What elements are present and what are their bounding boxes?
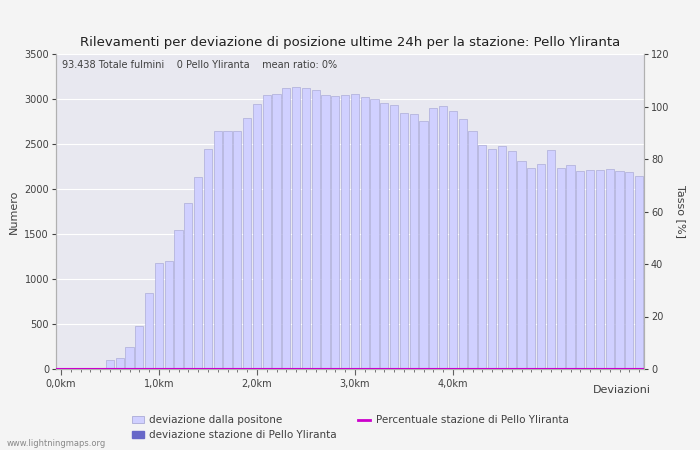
- Bar: [556, 168, 565, 369]
- Bar: [125, 347, 134, 369]
- Bar: [292, 87, 300, 369]
- Y-axis label: Numero: Numero: [8, 189, 19, 234]
- Bar: [253, 104, 261, 369]
- Bar: [262, 95, 271, 369]
- Bar: [410, 114, 418, 369]
- Bar: [194, 177, 202, 369]
- Bar: [135, 326, 143, 369]
- Bar: [488, 149, 496, 369]
- Bar: [312, 90, 320, 369]
- Bar: [145, 292, 153, 369]
- Bar: [468, 130, 477, 369]
- Bar: [576, 171, 584, 369]
- Y-axis label: Tasso [%]: Tasso [%]: [676, 185, 686, 238]
- Bar: [429, 108, 438, 369]
- Bar: [547, 150, 555, 369]
- Bar: [478, 145, 486, 369]
- Bar: [419, 121, 428, 369]
- Bar: [116, 358, 124, 369]
- Text: 93.438 Totale fulmini    0 Pello Yliranta    mean ratio: 0%: 93.438 Totale fulmini 0 Pello Yliranta m…: [62, 60, 337, 70]
- Bar: [360, 97, 369, 369]
- Bar: [321, 94, 330, 369]
- Bar: [214, 131, 222, 369]
- Bar: [449, 111, 457, 369]
- Bar: [106, 360, 114, 369]
- Text: Deviazioni: Deviazioni: [593, 385, 651, 395]
- Bar: [331, 96, 340, 369]
- Bar: [517, 161, 526, 369]
- Bar: [351, 94, 359, 369]
- Bar: [243, 118, 251, 369]
- Bar: [586, 170, 594, 369]
- Bar: [625, 172, 634, 369]
- Bar: [439, 106, 447, 369]
- Bar: [498, 146, 506, 369]
- Text: www.lightningmaps.org: www.lightningmaps.org: [7, 439, 106, 448]
- Bar: [635, 176, 643, 369]
- Bar: [223, 131, 232, 369]
- Bar: [508, 151, 516, 369]
- Bar: [204, 148, 212, 369]
- Bar: [400, 113, 408, 369]
- Bar: [458, 119, 467, 369]
- Bar: [341, 95, 349, 369]
- Bar: [370, 99, 379, 369]
- Bar: [566, 165, 575, 369]
- Bar: [615, 171, 624, 369]
- Bar: [272, 94, 281, 369]
- Title: Rilevamenti per deviazione di posizione ultime 24h per la stazione: Pello Yliran: Rilevamenti per deviazione di posizione …: [80, 36, 620, 49]
- Bar: [282, 88, 290, 369]
- Bar: [527, 168, 536, 369]
- Bar: [184, 202, 192, 369]
- Bar: [537, 164, 545, 369]
- Bar: [302, 88, 310, 369]
- Bar: [606, 169, 614, 369]
- Bar: [596, 170, 604, 369]
- Bar: [155, 263, 163, 369]
- Bar: [174, 230, 183, 369]
- Bar: [390, 105, 398, 369]
- Bar: [164, 261, 173, 369]
- Legend: deviazione dalla positone, deviazione stazione di Pello Yliranta, Percentuale st: deviazione dalla positone, deviazione st…: [132, 415, 568, 441]
- Bar: [380, 103, 389, 369]
- Bar: [233, 130, 242, 369]
